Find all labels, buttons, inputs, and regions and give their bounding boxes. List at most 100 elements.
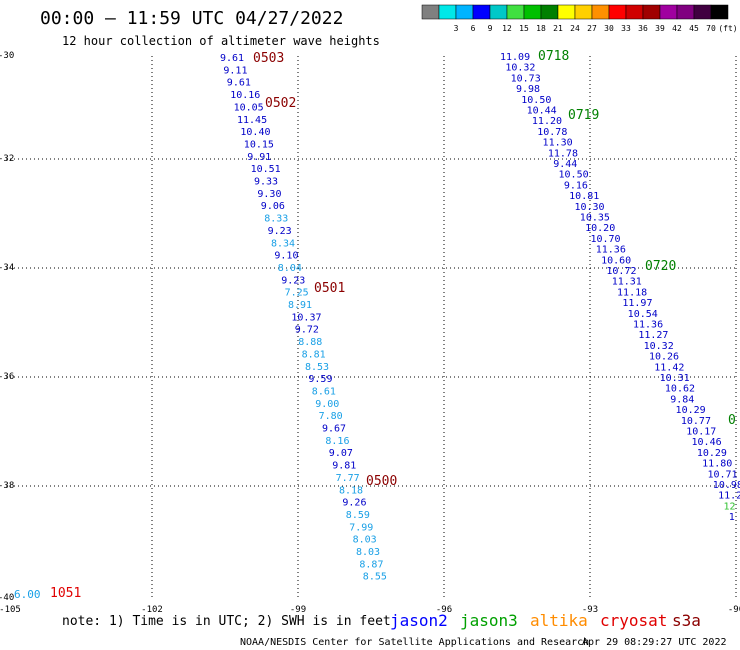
legend-label: 12 [502,24,512,33]
legend-swatch [489,4,508,20]
swh-value: 10.40 [240,127,270,138]
swh-value: 11.36 [633,320,663,331]
footer-timestamp: Apr 29 08:29:27 UTC 2022 [582,637,727,648]
lon-tick-label: -90 [728,605,740,615]
swh-value: 8.61 [312,386,336,397]
swh-value: 9.67 [322,424,346,435]
swh-value: 11.36 [596,245,626,256]
swh-value: 9.44 [553,159,577,170]
axis-ticks: -105 -102 -99 -96 -93 -90 -30 -32 -34 -36 -38 -40 [0,51,740,615]
map-grid [6,56,737,598]
swh-value: 9.81 [332,461,356,472]
swh-value: 8.18 [339,485,363,496]
swh-value: 8.04 [278,263,302,274]
satellite-legend: jason2 jason3 altika cryosat s3a [390,611,701,630]
legend-swatch [523,4,542,20]
swh-value: 11.30 [543,138,573,149]
legend-label: 18 [536,24,546,33]
legend-label: 24 [570,24,580,33]
lon-tick-label: -102 [141,605,163,615]
swh-value: 10.20 [585,223,615,234]
corner-value: 6.00 [14,588,41,601]
color-legend: 3 6 9 12 15 18 21 24 27 30 33 36 39 42 45 70 (ft) [421,4,738,33]
time-label: 0718 [538,49,569,64]
lat-tick-label: -32 [0,154,14,164]
swh-value: 11.18 [617,287,647,298]
swh-value: 11.2 [718,491,740,502]
legend-label: 39 [655,24,665,33]
swh-value: 9.11 [223,65,247,76]
swh-value: 10.81 [569,191,599,202]
time-label: 0503 [253,51,284,66]
swh-value: 9.06 [261,201,285,212]
swh-value: 10.77 [681,416,711,427]
satellite-s3a: s3a [672,611,701,630]
legend-label: (ft) [718,24,737,33]
swh-value: 10.72 [606,266,636,277]
swh-value: 8.03 [356,547,380,558]
legend-swatch [710,4,729,20]
legend-label: 9 [488,24,493,33]
swh-value: 8.91 [288,300,312,311]
swh-value: 11.09 [500,52,530,63]
swh-value: 10.15 [244,139,274,150]
time-label: 0720 [645,259,676,274]
satellite-cryosat: cryosat [600,611,667,630]
legend-label: 33 [621,24,631,33]
swh-value: 10.16 [230,90,260,101]
swh-value: 11.42 [654,362,684,373]
swh-value: 8.55 [363,572,387,583]
swh-value: 10.17 [686,427,716,438]
legend-label: 27 [587,24,597,33]
lon-tick-label: -105 [0,605,21,615]
swh-value: 8.16 [325,436,349,447]
lat-tick-label: -40 [0,593,14,603]
swh-value: 11.20 [532,116,562,127]
swh-value: 10.54 [628,309,658,320]
swh-value: 10.29 [697,448,727,459]
page-title: 00:00 – 11:59 UTC 04/27/2022 [40,8,343,29]
swh-value: 9.26 [342,498,366,509]
swh-value: 7.99 [349,522,373,533]
time-label: 0501 [314,281,345,296]
swh-value: 10.32 [644,341,674,352]
swh-value: 10.26 [649,352,679,363]
legend-label: 21 [553,24,563,33]
legend-swatch [574,4,593,20]
page-subtitle: 12 hour collection of altimeter wave hei… [62,34,380,48]
swh-value: 1 [729,512,735,523]
satellite-jason2: jason2 [390,611,448,630]
time-label: 0719 [568,108,599,123]
time-label: 0 [728,413,736,428]
legend-swatch [438,4,457,20]
swh-value: 7.25 [285,288,309,299]
swh-value: 9.98 [516,84,540,95]
swh-value: 12 [723,501,735,512]
legend-swatch [557,4,576,20]
swh-value: 7.80 [319,411,343,422]
swh-value: 11.45 [237,115,267,126]
swh-value: 10.50 [559,170,589,181]
footer-credit: NOAA/NESDIS Center for Satellite Applica… [240,637,589,648]
swh-value: 9.16 [564,180,588,191]
swh-value: 10.62 [665,384,695,395]
lat-tick-label: -34 [0,263,14,273]
satellite-jason3: jason3 [460,611,518,630]
legend-label: 6 [471,24,476,33]
track-east: 11.0910.3210.739.9810.5010.4411.2010.781… [500,52,740,523]
swh-value: 9.10 [274,251,298,262]
swh-value: 10.50 [521,95,551,106]
legend-swatch [591,4,610,20]
swh-value: 9.00 [315,399,339,410]
swh-value: 11.78 [548,148,578,159]
legend-label: 15 [519,24,529,33]
swh-value: 10.29 [676,405,706,416]
swh-value: 10.98 [713,480,740,491]
swh-value: 9.59 [308,374,332,385]
swh-value: 9.91 [247,152,271,163]
time-labels-west: 0503 0502 0501 0500 [253,51,397,489]
swh-value: 7.77 [336,473,360,484]
swh-value: 9.23 [281,275,305,286]
swh-value: 10.31 [660,373,690,384]
swh-value: 8.81 [302,349,326,360]
